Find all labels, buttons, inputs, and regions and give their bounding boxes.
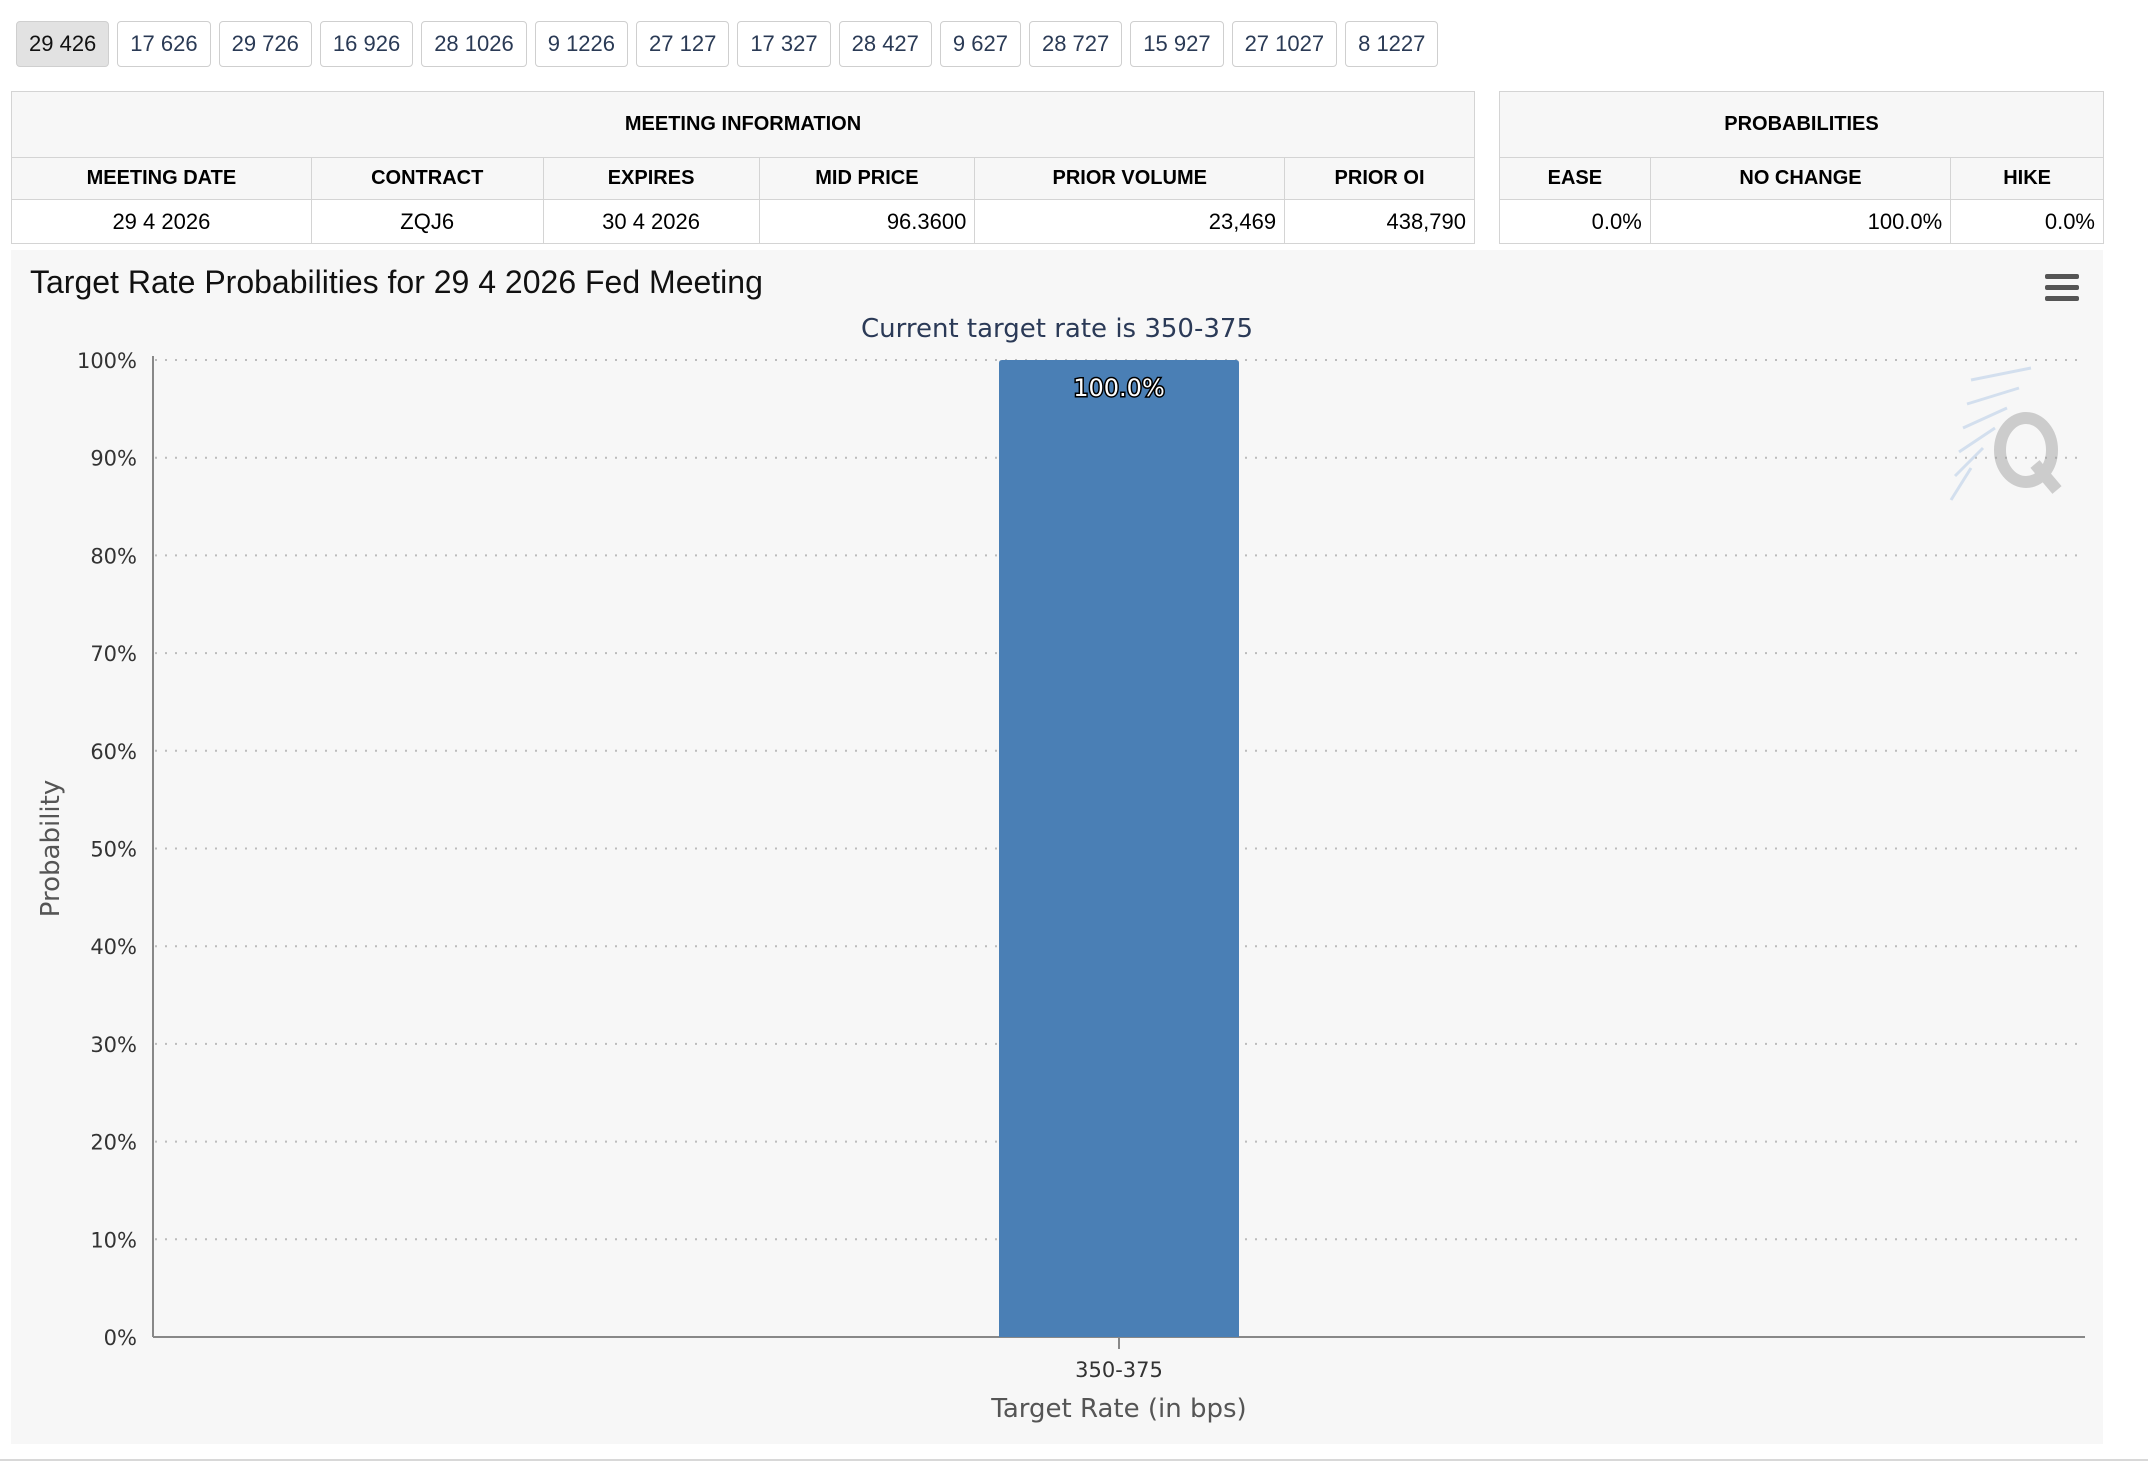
tab-29-426[interactable]: 29 426 [16,21,110,67]
prior-oi-value: 438,790 [1284,199,1475,244]
meeting-tabs: 29 426 17 626 29 726 16 926 28 1026 9 1226 27 … [16,21,1439,67]
q-logo-icon [1949,366,2062,501]
col-header-prior-volume: PRIOR VOLUME [974,157,1286,200]
y-tick-label: 80% [90,544,137,568]
meeting-date-value: 29 4 2026 [11,199,312,244]
tab-16-926[interactable]: 16 926 [319,21,414,67]
contract-value: ZQJ6 [310,199,544,244]
y-tick-label: 90% [90,447,137,471]
y-tick-label: 0% [104,1326,137,1350]
tab-28-1026[interactable]: 28 1026 [421,21,527,67]
col-header-contract: CONTRACT [310,157,544,200]
no-change-value: 100.0% [1649,199,1952,244]
probabilities-header: PROBABILITIES [1499,91,2104,158]
tab-17-626[interactable]: 17 626 [117,21,211,67]
x-axis-title: Target Rate (in bps) [990,1394,1246,1424]
meeting-information-header: MEETING INFORMATION [11,91,1475,158]
col-header-expires: EXPIRES [542,157,760,200]
bar-chart: 0% 10% 20% 30% 40% 50% 60% 70% 80% 90% 100% 350-375… [36,349,2085,1424]
tab-28-427[interactable]: 28 427 [838,21,932,67]
table-row: 0.0% 100.0% 0.0% [1499,199,2104,244]
y-tick-label: 60% [90,740,137,764]
col-header-meeting-date: MEETING DATE [11,157,312,200]
x-tick-label: 350-375 [1075,1358,1163,1382]
expires-value: 30 4 2026 [542,199,760,244]
hike-value: 0.0% [1950,199,2104,244]
tab-28-727[interactable]: 28 727 [1028,21,1123,67]
y-tick-label: 30% [90,1033,137,1057]
y-axis-title: Probability [36,780,66,917]
tab-8-1227[interactable]: 8 1227 [1345,21,1439,67]
col-header-ease: EASE [1499,157,1651,200]
mid-price-value: 96.3600 [758,199,976,244]
chart-subtitle: Current target rate is 350-375 [861,314,1253,344]
tab-27-127[interactable]: 27 127 [636,21,730,67]
y-tick-label: 10% [90,1228,137,1252]
col-header-no-change: NO CHANGE [1649,157,1952,200]
col-header-mid-price: MID PRICE [758,157,976,200]
hamburger-menu-icon[interactable] [2045,274,2079,302]
ease-value: 0.0% [1499,199,1651,244]
chart-title: Target Rate Probabilities for 29 4 2026 … [30,264,763,300]
tab-29-726[interactable]: 29 726 [218,21,312,67]
y-tick-label: 20% [90,1131,137,1155]
data-label: 100.0% [1073,374,1165,402]
tab-9-1226[interactable]: 9 1226 [534,21,629,67]
y-tick-label: 50% [90,838,137,862]
prior-volume-value: 23,469 [974,199,1286,244]
y-tick-label: 100% [77,349,137,373]
tab-17-327[interactable]: 17 327 [737,21,831,67]
table-row: 29 4 2026 ZQJ6 30 4 2026 96.3600 23,469 … [11,199,1475,244]
y-tick-label: 70% [90,642,137,666]
meeting-information-table: MEETING INFORMATION MEETING DATE CONTRAC… [11,91,1475,244]
col-header-hike: HIKE [1950,157,2104,200]
tab-15-927[interactable]: 15 927 [1130,21,1224,67]
y-tick-label: 40% [90,935,137,959]
col-header-prior-oi: PRIOR OI [1284,157,1475,200]
tab-27-1027[interactable]: 27 1027 [1231,21,1338,67]
bottom-divider [0,1459,2148,1461]
probabilities-table: PROBABILITIES EASE NO CHANGE HIKE 0.0% 1… [1499,91,2104,244]
tab-9-627[interactable]: 9 627 [939,21,1021,67]
chart-panel: Target Rate Probabilities for 29 4 2026 … [11,250,2103,1444]
bar [999,360,1239,1337]
